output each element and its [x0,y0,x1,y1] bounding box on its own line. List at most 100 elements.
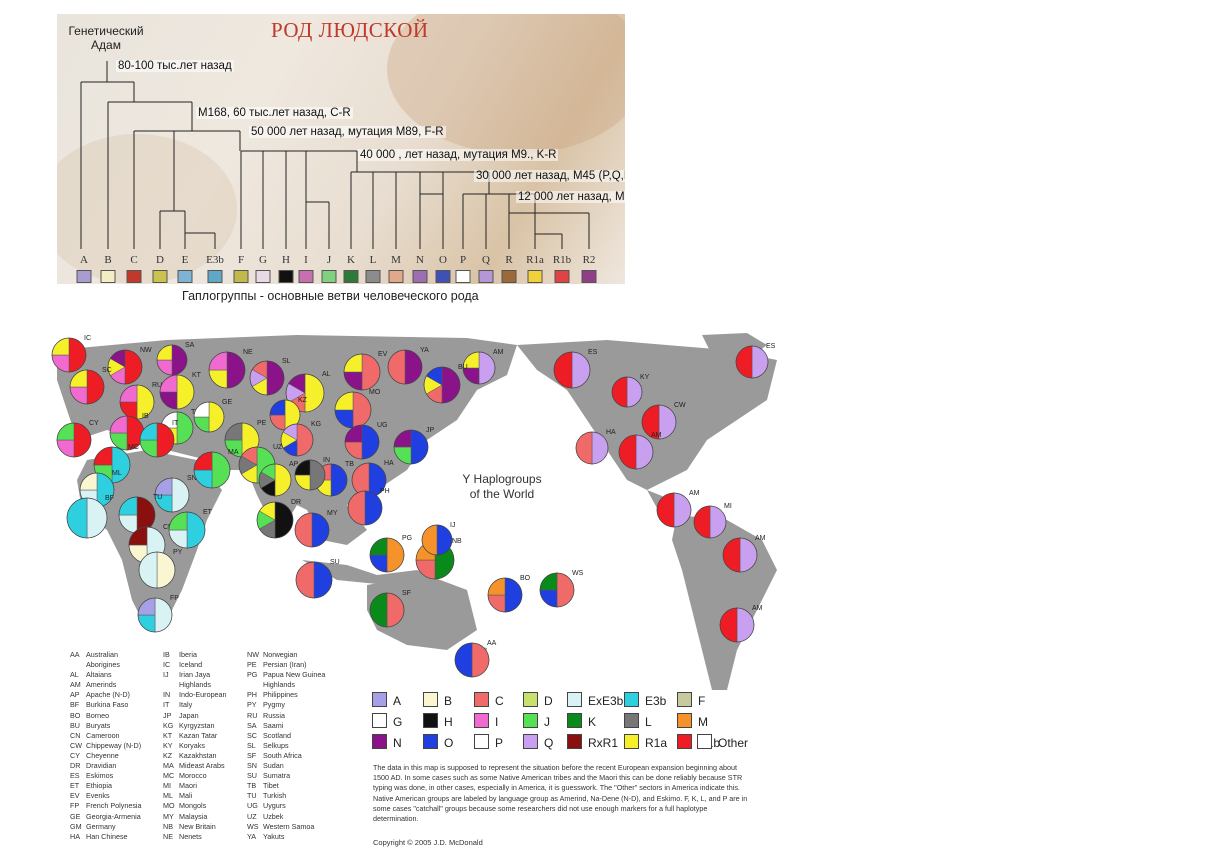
abbreviation-code: IC [163,660,171,670]
abbreviation-column: IB Iberia IC Iceland IJ Irian Jaya Highlands IN… [163,650,227,842]
haplogroup-swatch-d [152,270,168,283]
legend-swatch [523,734,538,749]
pie-outline [294,512,330,548]
haplogroup-label-h: H [282,254,290,266]
abbreviation-row: EV Evenks [70,791,142,801]
legend-swatch [697,734,712,749]
abbreviation-code: WS [247,821,259,831]
pie-chart: RU [119,382,162,420]
legend-item-n: N [372,734,402,750]
pie-chart: BO [487,575,531,613]
legend-item-p: P [474,734,503,750]
abbreviation-row: Aborigines [70,660,142,670]
pie-chart: AM [656,490,700,528]
pie-label: AM [651,432,662,439]
map-title: Y Haplogroups of the World [437,472,567,502]
abbreviation-code: BO [70,710,81,720]
abbreviation-name: Irian Jaya [179,670,211,680]
pie-label: PY [173,549,183,556]
haplogroup-label-m: M [391,254,401,266]
abbreviation-column: NW Norwegian PE Persian (Iran) PG Papua New G… [247,650,325,842]
abbreviation-name: Aborigines [86,660,120,670]
haplogroup-label-n: N [416,254,424,266]
haplogroup-label-f: F [237,254,245,266]
pie-chart: NE [208,349,253,389]
haplogroup-label-o: O [439,254,447,266]
abbreviation-name: Dravidian [86,761,117,771]
abbreviation-row: Highlands [247,680,325,690]
abbreviation-code: GM [70,821,82,831]
abbreviation-code: KZ [163,750,173,760]
abbreviation-name: Georgia-Armenia [86,811,141,821]
abbreviation-name: Amerinds [86,680,117,690]
pie-label: SN [187,475,197,482]
haplogroup-label-e3b: E3b [206,254,224,266]
abbreviation-row: RU Russia [247,711,325,721]
abbreviation-row: BO Borneo [70,711,142,721]
haplogroup-swatch-c [126,270,142,283]
haplogroup-swatch-j [321,270,337,283]
abbreviation-code: FP [70,801,80,811]
pie-label: GE [222,399,232,406]
pie-chart: KG [280,421,321,457]
abbreviation-row: AP Apache (N-D) [70,690,142,700]
legend-swatch [677,692,692,707]
pie-label: AM [493,349,504,356]
abbreviation-row: HA Han Chinese [70,832,142,842]
pie-chart: NW [107,347,152,385]
pie-outline [138,551,176,589]
legend-item-d: D [523,692,553,708]
abbreviation-name: Eskimos [86,771,114,781]
abbreviation-row: AA Australian [70,650,142,660]
annotation-m168: M168, 60 тыс.лет назад, C-R [196,107,353,119]
pie-outline [249,360,285,396]
pie-outline [107,349,143,385]
pie-outline [156,344,188,376]
pie-outline [656,492,692,528]
haplogroup-label-a: A [80,254,88,266]
abbreviation-name: Norwegian [263,650,298,659]
abbreviation-code: BU [70,720,80,730]
abbreviation-name: Sudan [263,761,284,771]
pie-label: SL [282,358,291,365]
pie-label: MO [369,389,381,396]
haplogroup-label-r1a: R1a [526,254,544,266]
legend-label: L [645,715,652,729]
haplogroup-label-p: P [459,254,467,266]
abbreviation-name: Tibet [263,781,279,791]
pie-label: FP [170,595,179,602]
abbreviation-row: MI Maori [163,781,227,791]
pie-outline [421,524,453,556]
abbreviation-name: Iceland [179,660,203,670]
abbreviation-name: Selkups [263,740,289,750]
abbreviation-row: CN Cameroon [70,731,142,741]
abbreviation-code: ES [70,771,80,781]
abbreviation-name: Malaysia [179,811,208,821]
legend-label: F [698,694,706,708]
abbreviation-name: Morocco [179,771,207,781]
abbreviation-code: HA [70,831,80,841]
abbreviation-code: UZ [247,811,257,821]
legend-label: B [444,694,453,708]
haplogroup-swatch-f [233,270,249,283]
tree-caption-text: Гаплогруппы - основные ветви человеческо… [182,289,479,303]
abbreviation-row: NB New Britain [163,822,227,832]
pie-label: AL [322,371,331,378]
pie-label: ET [203,509,213,516]
pie-label: IN [323,457,330,464]
abbreviation-row: KY Koryaks [163,741,227,751]
abbreviation-name: New Britain [179,821,216,831]
abbreviation-name: Evenks [86,791,110,801]
pie-label: ML [112,470,122,477]
abbreviation-name: South Africa [263,750,302,760]
pie-label: AM [755,535,766,542]
pie-outline [487,577,523,613]
pie-outline [454,642,490,678]
abbreviation-row: PH Philippines [247,690,325,700]
legend-label: C [495,694,504,708]
pie-chart: AM [462,349,504,385]
annotation-m45: 30 000 лет назад, M45 (P,Q,R) [474,170,625,182]
pie-label: KZ [298,397,308,404]
abbreviation-code: MC [163,771,175,781]
abbreviation-code: SA [247,720,257,730]
